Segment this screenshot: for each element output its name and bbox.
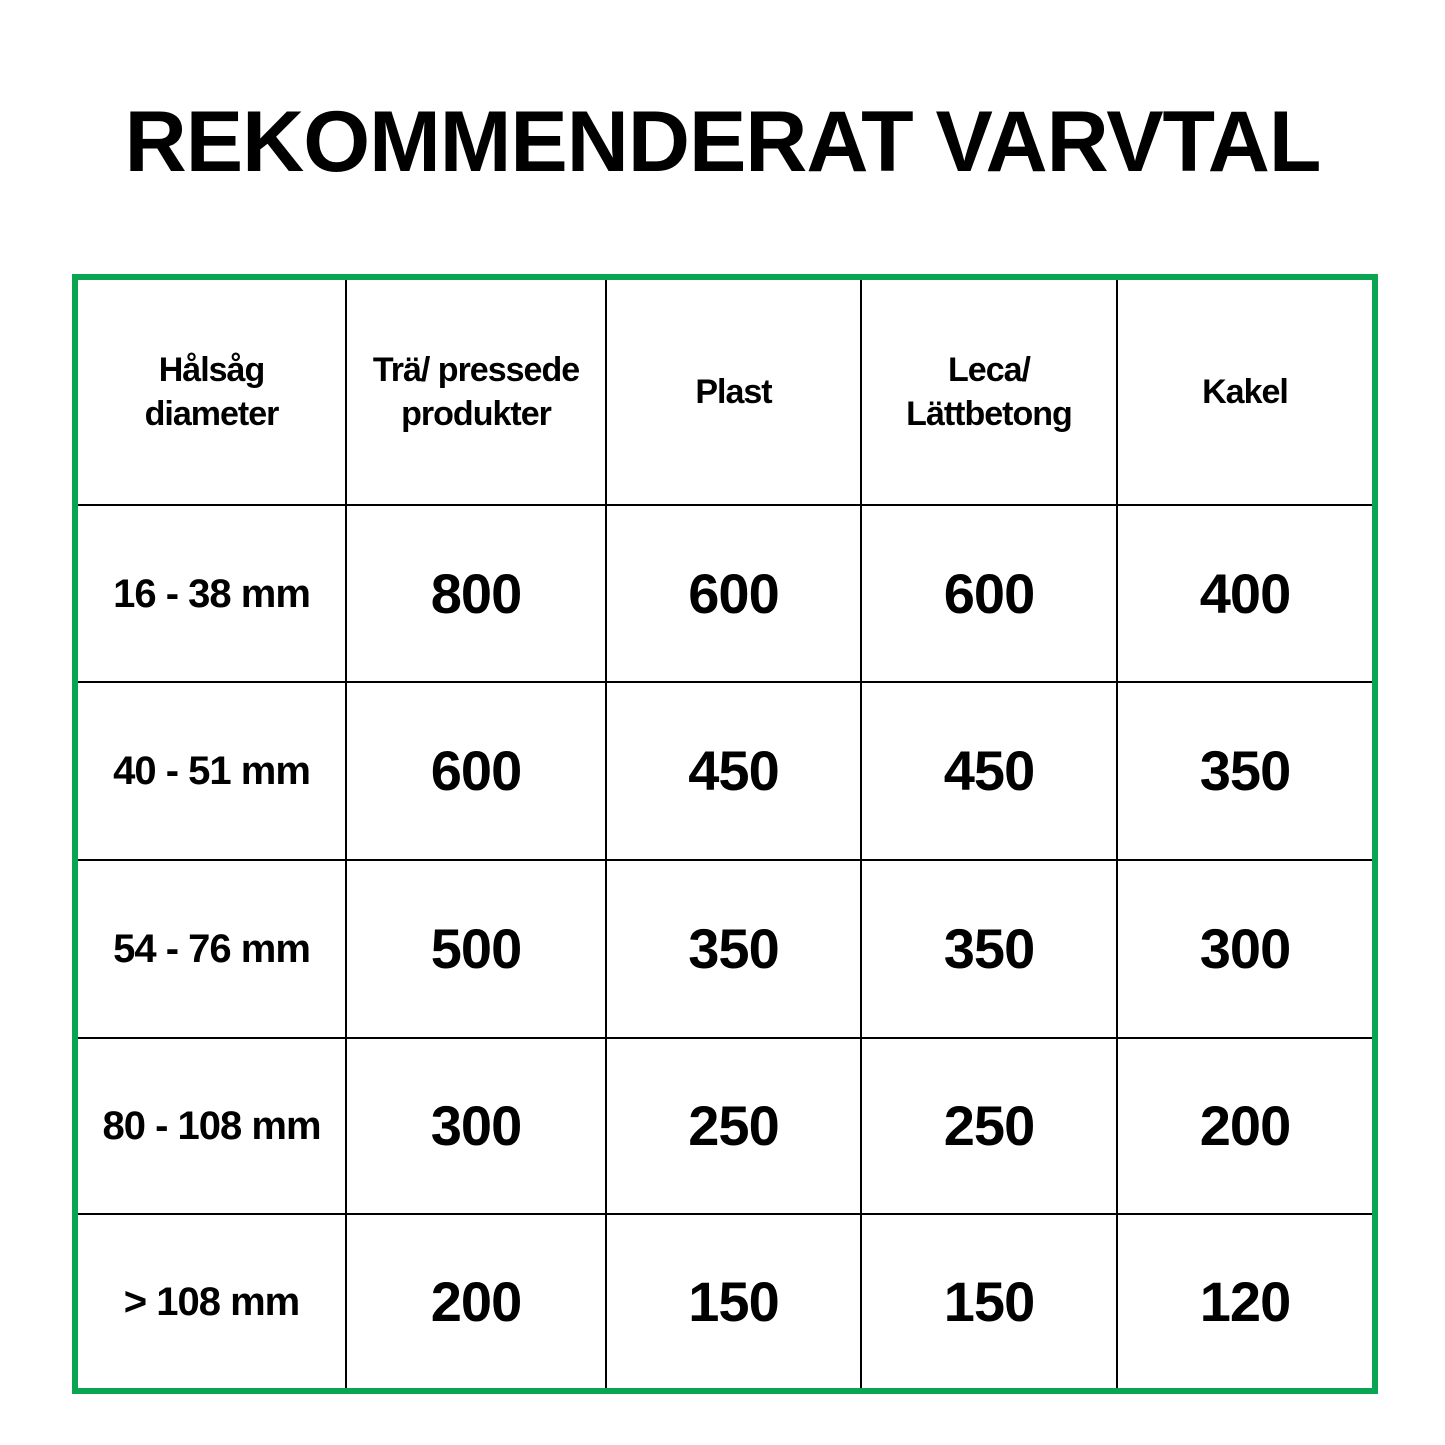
table-cell: 200 — [1118, 1039, 1372, 1215]
cell-text: Trä/ pressede produkter — [372, 351, 580, 433]
row-header-diameter: 40 - 51 mm — [78, 683, 347, 861]
column-header: Leca/ Lättbetong — [862, 280, 1118, 506]
table-cell: 150 — [607, 1215, 862, 1388]
row-header-diameter: 80 - 108 mm — [78, 1039, 347, 1215]
title-text: REKOMMENDERAT VARVTAL — [124, 94, 1322, 190]
table-cell: 450 — [607, 683, 862, 861]
cell-text: 200 — [430, 1269, 522, 1333]
row-header-diameter: > 108 mm — [78, 1215, 347, 1388]
table-cell: 450 — [862, 683, 1118, 861]
cell-text: Kakel — [1202, 373, 1289, 411]
cell-text: Plast — [695, 373, 772, 411]
table-cell: 200 — [347, 1215, 607, 1388]
table-cell: 250 — [862, 1039, 1118, 1215]
cell-text: 400 — [1199, 561, 1291, 625]
cell-text: Leca/ Lättbetong — [906, 351, 1073, 433]
table-cell: 120 — [1118, 1215, 1372, 1388]
cell-text: 350 — [1199, 739, 1291, 802]
column-header: Hålsåg diameter — [78, 280, 347, 506]
table-cell: 600 — [862, 506, 1118, 683]
cell-text: 300 — [1199, 917, 1291, 980]
table-cell: 800 — [347, 506, 607, 683]
cell-text: 500 — [430, 917, 522, 980]
cell-text: 120 — [1199, 1269, 1291, 1333]
cell-text: 80 - 108 mm — [102, 1104, 321, 1148]
column-header: Plast — [607, 280, 862, 506]
row-header-diameter: 16 - 38 mm — [78, 506, 347, 683]
table-cell: 350 — [607, 861, 862, 1039]
table-cell: 350 — [1118, 683, 1372, 861]
cell-text: 150 — [943, 1269, 1035, 1333]
table-cell: 600 — [607, 506, 862, 683]
cell-text: 200 — [1199, 1094, 1291, 1157]
column-header: Kakel — [1118, 280, 1372, 506]
page-title: REKOMMENDERAT VARVTAL — [0, 92, 1445, 192]
cell-text: > 108 mm — [123, 1279, 300, 1324]
cell-text: 600 — [943, 561, 1035, 625]
table-cell: 400 — [1118, 506, 1372, 683]
column-header: Trä/ pressede produkter — [347, 280, 607, 506]
cell-text: 350 — [943, 917, 1035, 980]
table-cell: 250 — [607, 1039, 862, 1215]
cell-text: 250 — [688, 1094, 779, 1157]
table-cell: 300 — [347, 1039, 607, 1215]
cell-text: 800 — [430, 561, 522, 625]
cell-text: 350 — [688, 917, 779, 980]
cell-text: 450 — [943, 739, 1035, 802]
cell-text: 54 - 76 mm — [113, 927, 311, 971]
rpm-table: Hålsåg diameter Trä/ pressede produkter Pl… — [72, 274, 1378, 1394]
table-cell: 300 — [1118, 861, 1372, 1039]
table-cell: 350 — [862, 861, 1118, 1039]
row-header-diameter: 54 - 76 mm — [78, 861, 347, 1039]
cell-text: 250 — [943, 1094, 1035, 1157]
table-cell: 500 — [347, 861, 607, 1039]
cell-text: 600 — [430, 739, 522, 802]
cell-text: 600 — [688, 561, 779, 625]
cell-text: 40 - 51 mm — [113, 749, 311, 793]
cell-text: 16 - 38 mm — [113, 571, 311, 616]
cell-text: 150 — [688, 1269, 779, 1333]
cell-text: Hålsåg diameter — [144, 351, 280, 433]
cell-text: 300 — [430, 1094, 522, 1157]
table-cell: 600 — [347, 683, 607, 861]
table-cell: 150 — [862, 1215, 1118, 1388]
cell-text: 450 — [688, 739, 779, 802]
